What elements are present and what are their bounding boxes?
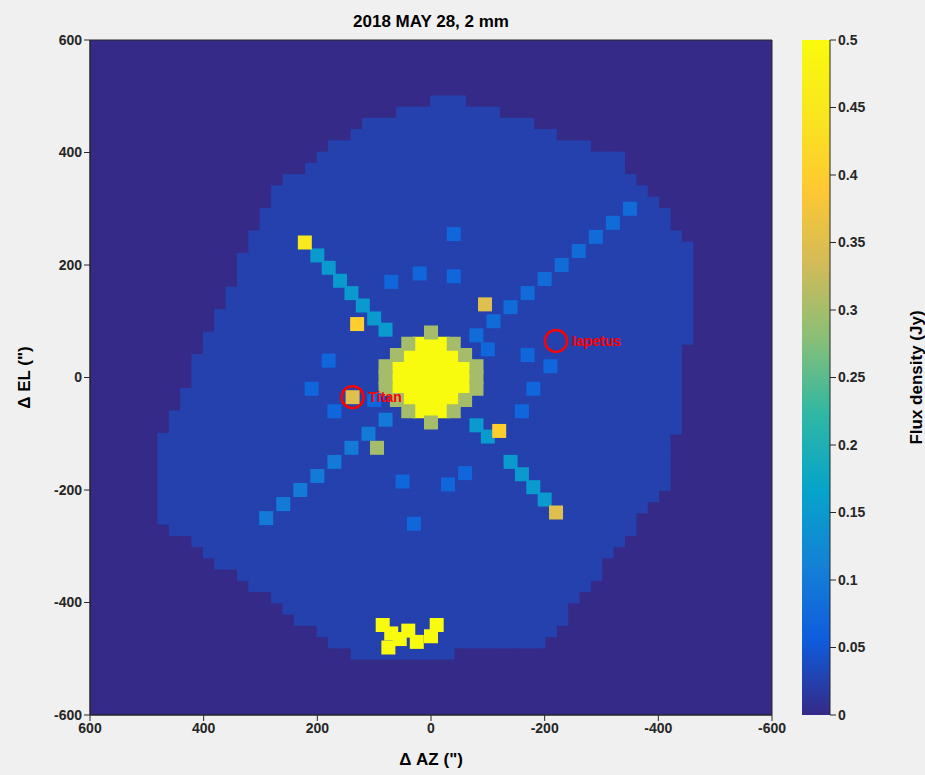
svg-text:-600: -600	[54, 707, 82, 723]
svg-text:0: 0	[74, 369, 82, 385]
svg-text:-400: -400	[644, 720, 672, 736]
svg-text:-600: -600	[758, 720, 786, 736]
svg-text:Flux density (Jy): Flux density (Jy)	[907, 310, 925, 444]
svg-text:Δ AZ ("): Δ AZ (")	[399, 750, 463, 769]
svg-text:600: 600	[78, 719, 102, 736]
svg-text:-400: -400	[54, 594, 82, 610]
html-text:2018 MAY 28, 2 mm: 2018 MAY 28, 2 mm	[353, 12, 509, 31]
svg-text:0.4: 0.4	[838, 167, 858, 183]
svg-text:0.1: 0.1	[838, 572, 858, 588]
svg-text:0.35: 0.35	[838, 234, 865, 250]
svg-text:0.25: 0.25	[838, 369, 865, 385]
svg-text:0.3: 0.3	[838, 302, 858, 318]
svg-text:Titan: Titan	[369, 389, 402, 405]
svg-text:0: 0	[838, 707, 846, 723]
svg-text:400: 400	[192, 720, 216, 736]
svg-text:0.45: 0.45	[838, 99, 865, 115]
svg-text:Iapetus: Iapetus	[572, 333, 621, 349]
svg-text:0.2: 0.2	[838, 437, 858, 453]
svg-text:0.5: 0.5	[838, 32, 858, 48]
svg-text:-200: -200	[531, 720, 559, 736]
svg-text:200: 200	[59, 257, 83, 273]
svg-text:0.15: 0.15	[838, 504, 865, 520]
svg-text:0: 0	[427, 720, 435, 736]
svg-text:600: 600	[59, 32, 83, 48]
svg-text:-200: -200	[54, 482, 82, 498]
svg-text:400: 400	[59, 144, 83, 160]
svg-text:200: 200	[306, 720, 330, 736]
svg-text:Δ EL ("): Δ EL (")	[15, 346, 34, 408]
svg-text:0.05: 0.05	[838, 639, 865, 655]
